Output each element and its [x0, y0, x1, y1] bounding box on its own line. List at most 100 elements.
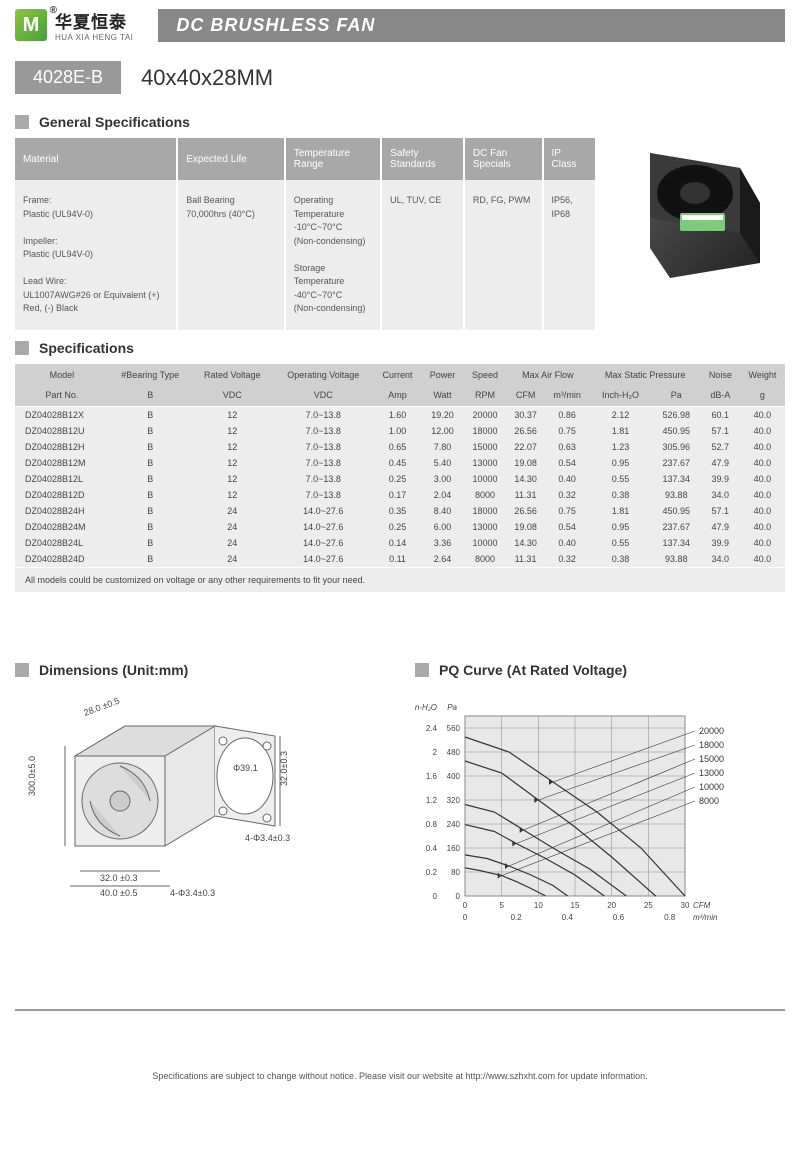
table-cell: 14.0~27.6	[273, 519, 374, 535]
svg-text:25: 25	[644, 901, 653, 910]
svg-text:2.4: 2.4	[426, 724, 438, 733]
gen-spec-cell: UL, TUV, CE	[381, 180, 464, 330]
spec-subheader: CFM	[506, 386, 544, 407]
table-cell: 2.64	[421, 551, 463, 567]
table-row: DZ04028B24DB2414.0~27.60.112.64800011.31…	[15, 551, 785, 567]
table-cell: 14.0~27.6	[273, 503, 374, 519]
table-cell: 57.1	[701, 423, 740, 439]
table-cell: 7.0~13.8	[273, 423, 374, 439]
table-cell: 12	[192, 439, 273, 455]
table-cell: 47.9	[701, 455, 740, 471]
header: M 华夏恒泰 HUA XIA HENG TAI DC BRUSHLESS FAN	[0, 0, 800, 47]
spec-header: Max Air Flow	[506, 364, 589, 386]
table-cell: 7.0~13.8	[273, 439, 374, 455]
table-cell: 14.0~27.6	[273, 551, 374, 567]
table-cell: 450.95	[652, 423, 701, 439]
general-spec-table: MaterialExpected LifeTemperature RangeSa…	[15, 138, 595, 330]
table-cell: 0.14	[374, 535, 422, 551]
table-cell: 14.30	[506, 471, 544, 487]
table-cell: 2.04	[421, 487, 463, 503]
table-cell: 40.0	[740, 423, 785, 439]
spec-header: Noise	[701, 364, 740, 386]
model-size: 40x40x28MM	[141, 65, 273, 91]
table-cell: DZ04028B24D	[15, 551, 109, 567]
svg-text:18000: 18000	[699, 740, 724, 750]
table-cell: 10000	[464, 535, 507, 551]
pq-curve-chart: 08016024032040048056000.20.40.81.21.622.…	[415, 696, 755, 946]
table-cell: 7.0~13.8	[273, 471, 374, 487]
table-cell: 305.96	[652, 439, 701, 455]
table-cell: 30.37	[506, 406, 544, 423]
table-cell: 18000	[464, 503, 507, 519]
table-cell: 0.45	[374, 455, 422, 471]
table-cell: 19.08	[506, 519, 544, 535]
table-cell: 1.23	[589, 439, 651, 455]
table-cell: 137.34	[652, 471, 701, 487]
spec-header: Max Static Pressure	[589, 364, 700, 386]
svg-text:560: 560	[447, 724, 461, 733]
table-cell: 7.0~13.8	[273, 406, 374, 423]
svg-text:300.0±5.0: 300.0±5.0	[27, 756, 37, 796]
svg-text:0.2: 0.2	[511, 913, 523, 922]
svg-text:2: 2	[433, 748, 438, 757]
table-cell: 24	[192, 551, 273, 567]
table-cell: DZ04028B12M	[15, 455, 109, 471]
section-header-specs: Specifications	[0, 330, 800, 364]
table-cell: B	[109, 519, 192, 535]
table-cell: 40.0	[740, 471, 785, 487]
table-cell: 24	[192, 535, 273, 551]
svg-text:4-Φ3.4±0.3: 4-Φ3.4±0.3	[170, 888, 215, 898]
table-cell: 0.11	[374, 551, 422, 567]
table-row: DZ04028B12DB127.0~13.80.172.04800011.310…	[15, 487, 785, 503]
svg-text:80: 80	[451, 868, 460, 877]
spec-subheader: Inch-H₂O	[589, 386, 651, 407]
table-cell: 7.0~13.8	[273, 487, 374, 503]
table-cell: B	[109, 406, 192, 423]
table-cell: 1.81	[589, 423, 651, 439]
svg-text:15000: 15000	[699, 754, 724, 764]
table-cell: 12	[192, 455, 273, 471]
svg-text:13000: 13000	[699, 768, 724, 778]
table-row: DZ04028B12MB127.0~13.80.455.401300019.08…	[15, 455, 785, 471]
table-cell: 0.55	[589, 471, 651, 487]
spec-subheader: RPM	[464, 386, 507, 407]
table-cell: DZ04028B24M	[15, 519, 109, 535]
gen-spec-header: Safety Standards	[381, 138, 464, 180]
svg-text:Pa: Pa	[447, 703, 457, 712]
table-cell: 450.95	[652, 503, 701, 519]
table-cell: 1.00	[374, 423, 422, 439]
table-cell: 57.1	[701, 503, 740, 519]
table-cell: 8000	[464, 551, 507, 567]
table-cell: 20000	[464, 406, 507, 423]
svg-text:0.4: 0.4	[562, 913, 574, 922]
table-cell: 14.0~27.6	[273, 535, 374, 551]
svg-text:0: 0	[456, 892, 461, 901]
model-row: 4028E-B 40x40x28MM	[0, 47, 800, 104]
table-cell: 93.88	[652, 487, 701, 503]
table-cell: 1.81	[589, 503, 651, 519]
table-cell: 18000	[464, 423, 507, 439]
section-header-general: General Specifications	[0, 104, 800, 138]
table-cell: B	[109, 439, 192, 455]
svg-text:15: 15	[571, 901, 580, 910]
svg-text:0.8: 0.8	[664, 913, 676, 922]
svg-text:1.2: 1.2	[426, 796, 438, 805]
table-cell: 0.38	[589, 551, 651, 567]
svg-text:0.4: 0.4	[426, 844, 438, 853]
svg-text:32.0 ±0.3: 32.0 ±0.3	[100, 873, 137, 883]
table-cell: 60.1	[701, 406, 740, 423]
svg-text:0.2: 0.2	[426, 868, 438, 877]
gen-spec-cell: Operating Temperature -10°C~70°C (Non-co…	[285, 180, 381, 330]
svg-text:320: 320	[447, 796, 461, 805]
table-cell: 39.9	[701, 471, 740, 487]
brand-name-en: HUA XIA HENG TAI	[55, 33, 133, 42]
spec-header: Weight	[740, 364, 785, 386]
table-cell: 52.7	[701, 439, 740, 455]
table-cell: B	[109, 535, 192, 551]
svg-text:1.6: 1.6	[426, 772, 438, 781]
section-title: Specifications	[39, 340, 134, 356]
table-cell: 0.65	[374, 439, 422, 455]
table-cell: 8.40	[421, 503, 463, 519]
table-cell: 19.08	[506, 455, 544, 471]
table-cell: 93.88	[652, 551, 701, 567]
